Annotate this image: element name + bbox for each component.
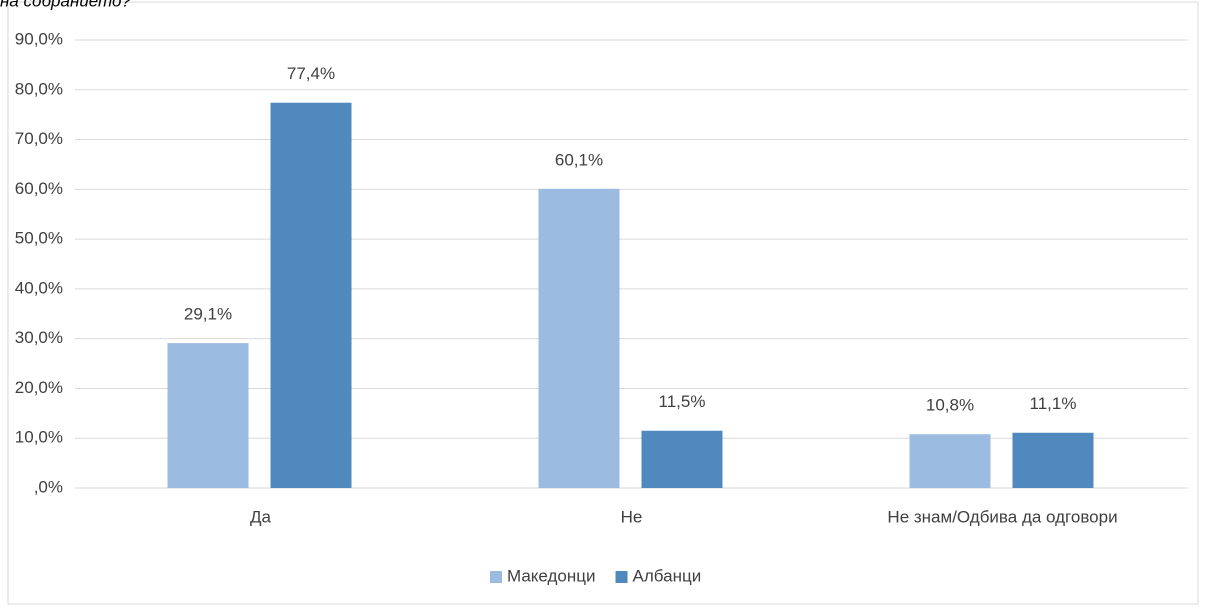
bar [270,102,352,488]
legend-swatch [615,571,628,583]
chart-title: на собранието? [0,0,131,10]
y-tick-label: 80,0% [15,79,63,98]
y-tick-label: 70,0% [15,129,63,148]
x-tick-label: Да [250,507,272,526]
y-tick-label: 60,0% [15,179,63,198]
bar [538,188,620,488]
x-tick-label: Не знам/Одбива да одговори [887,507,1117,526]
data-label: 60,1% [555,150,603,169]
y-tick-label: 40,0% [15,278,63,297]
y-tick-label: ,0% [34,477,63,496]
data-label: 11,1% [1030,394,1077,413]
data-label: 11,5% [659,392,706,411]
bar [909,434,991,488]
legend-label: Албанци [633,566,702,585]
bar [167,343,249,488]
bar [641,430,723,488]
legend-swatch [490,571,502,583]
data-label: 10,8% [926,396,974,415]
data-label: 29,1% [184,305,232,324]
legend-label: Македонци [507,566,596,585]
data-label: 77,4% [287,64,335,83]
y-tick-label: 10,0% [15,428,63,447]
y-tick-label: 20,0% [15,378,63,397]
y-tick-label: 50,0% [15,229,63,248]
x-tick-label: Не [621,507,643,526]
bar [1012,432,1094,488]
y-tick-label: 90,0% [15,29,63,48]
y-tick-label: 30,0% [15,328,63,347]
